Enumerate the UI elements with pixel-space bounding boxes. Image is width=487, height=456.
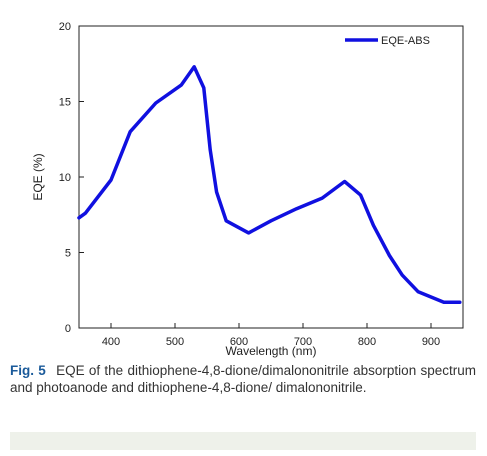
- x-tick-label: 400: [102, 336, 120, 348]
- legend-label: EQE-ABS: [381, 35, 430, 47]
- y-axis-title: EQE (%): [31, 153, 45, 200]
- x-tick-label: 700: [294, 336, 312, 348]
- x-tick-label: 800: [358, 336, 376, 348]
- legend: EQE-ABS: [345, 35, 430, 47]
- figure-label: Fig. 5: [10, 363, 46, 378]
- y-tick-label: 0: [65, 323, 71, 335]
- x-tick-label: 600: [230, 336, 248, 348]
- plot-frame: [78, 25, 464, 329]
- caption-divider: [10, 432, 476, 450]
- y-tick-label: 5: [65, 248, 71, 260]
- series-line-eqe-abs: [77, 65, 462, 305]
- x-tick-label: 900: [422, 336, 440, 348]
- x-tick-label: 500: [166, 336, 184, 348]
- y-tick-label: 10: [59, 172, 71, 184]
- eqe-chart: 0 5 10 15 20 400 500 600 700 800 900 EQE (%) Wave…: [31, 21, 464, 358]
- y-axis: 0 5 10 15 20: [59, 21, 84, 335]
- y-tick-label: 15: [59, 97, 71, 109]
- y-tick-label: 20: [59, 21, 71, 33]
- x-axis-title: Wavelength (nm): [226, 344, 317, 358]
- figure-caption-text: EQE of the dithiophene-4,8-dione/dimalon…: [10, 363, 476, 395]
- figure-caption: Fig. 5 EQE of the dithiophene-4,8-dione/…: [10, 362, 476, 396]
- x-axis: 400 500 600 700 800 900: [102, 323, 440, 348]
